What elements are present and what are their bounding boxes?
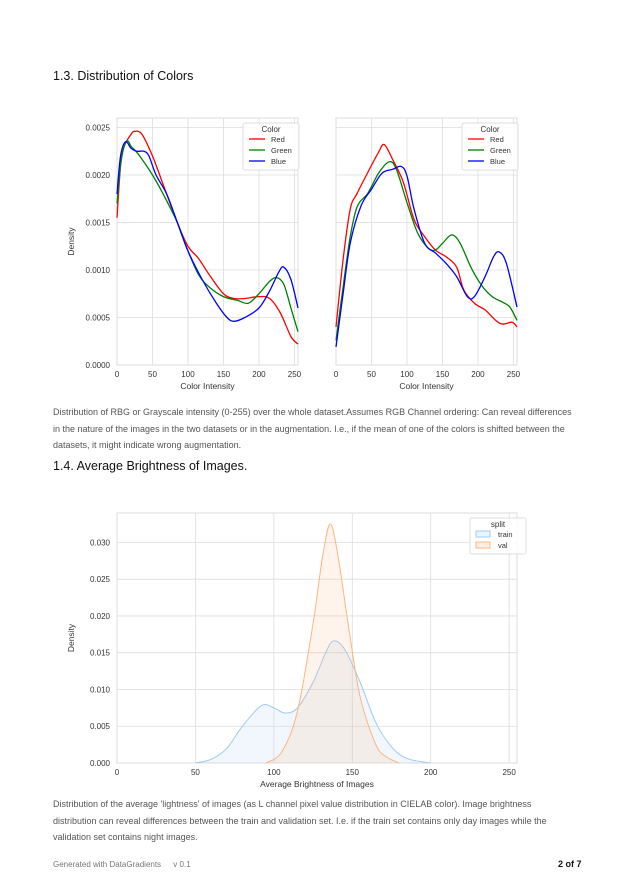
section-heading-brightness: 1.4. Average Brightness of Images. <box>53 459 248 473</box>
y-tick-label: 0.015 <box>90 649 111 658</box>
series-area-train <box>195 640 431 763</box>
legend-title: split <box>491 520 506 529</box>
y-tick-label: 0.0000 <box>86 361 111 370</box>
footer-generated: Generated with DataGradients <box>53 860 162 869</box>
x-tick-label: 100 <box>181 370 195 379</box>
x-tick-label: 200 <box>424 768 438 777</box>
legend-label-val: val <box>498 541 508 550</box>
x-tick-label: 200 <box>471 370 485 379</box>
legend-swatch-val <box>475 541 491 549</box>
legend-title: Color <box>261 125 280 134</box>
legend-label-train: train <box>498 530 513 539</box>
series-line-Blue <box>335 165 518 348</box>
color-distribution-chart-left: 0 50 100 150 200 250 0.0000 0.0005 0.0010 0.0015 0… <box>66 117 302 391</box>
section-heading-colors: 1.3. Distribution of Colors <box>53 69 194 83</box>
x-tick-label: 150 <box>346 768 360 777</box>
y-tick-label: 0.0020 <box>86 171 111 180</box>
x-axis-label: Average Brightness of Images <box>260 779 374 789</box>
series-line-Green <box>116 140 299 332</box>
x-tick-label: 150 <box>217 370 231 379</box>
brightness-distribution-chart: 0 50 100 150 200 250 0.000 0.005 0.010 0.015 0.020… <box>66 512 527 789</box>
y-tick-label: 0.005 <box>90 722 111 731</box>
legend-label-Red: Red <box>271 135 285 144</box>
x-tick-label: 50 <box>191 768 200 777</box>
colors-description: Distribution of RBG or Grayscale intensi… <box>53 407 572 450</box>
legend-box <box>242 122 300 171</box>
y-tick-label: 0.0005 <box>86 314 111 323</box>
legend-label-Red: Red <box>490 135 504 144</box>
y-tick-label: 0.0015 <box>86 219 111 228</box>
x-tick-label: 50 <box>148 370 157 379</box>
series-line-val <box>265 523 400 764</box>
y-tick-label: 0.0025 <box>86 124 111 133</box>
series-line-train <box>195 640 431 764</box>
y-axis-label: Density <box>66 227 76 256</box>
x-tick-label: 250 <box>507 370 521 379</box>
series-line-Red <box>116 130 299 345</box>
legend-label-Green: Green <box>490 146 511 155</box>
legend-label-Blue: Blue <box>271 157 286 166</box>
y-tick-label: 0.000 <box>90 759 111 768</box>
x-tick-label: 0 <box>115 768 120 777</box>
page-number: 2 of 7 <box>558 859 582 869</box>
x-tick-label: 50 <box>367 370 376 379</box>
footer: Generated with DataGradients v 0.1 <box>53 860 191 869</box>
x-axis-label: Color Intensity <box>399 381 454 391</box>
plot-area <box>116 512 518 764</box>
x-tick-label: 0 <box>334 370 339 379</box>
x-tick-label: 0 <box>115 370 120 379</box>
legend-title: Color <box>480 125 499 134</box>
brightness-description: Distribution of the average 'lightness' … <box>53 799 547 842</box>
y-tick-label: 0.030 <box>90 538 111 547</box>
x-tick-label: 100 <box>400 370 414 379</box>
x-tick-label: 250 <box>502 768 516 777</box>
x-tick-label: 200 <box>252 370 266 379</box>
y-tick-label: 0.0010 <box>86 266 111 275</box>
legend-box <box>461 122 519 171</box>
legend-box <box>469 517 527 555</box>
series-line-Blue <box>116 140 299 322</box>
y-tick-label: 0.020 <box>90 612 111 621</box>
legend-label-Blue: Blue <box>490 157 505 166</box>
x-tick-label: 150 <box>436 370 450 379</box>
legend-label-Green: Green <box>271 146 292 155</box>
x-tick-label: 250 <box>288 370 302 379</box>
footer-version: v 0.1 <box>173 860 191 869</box>
series-line-Red <box>335 143 518 328</box>
x-axis-label: Color Intensity <box>180 381 235 391</box>
legend-swatch-train <box>475 530 491 538</box>
y-tick-label: 0.025 <box>90 575 111 584</box>
y-axis-label: Density <box>66 623 76 652</box>
y-tick-label: 0.010 <box>90 685 111 694</box>
x-tick-label: 100 <box>267 768 281 777</box>
